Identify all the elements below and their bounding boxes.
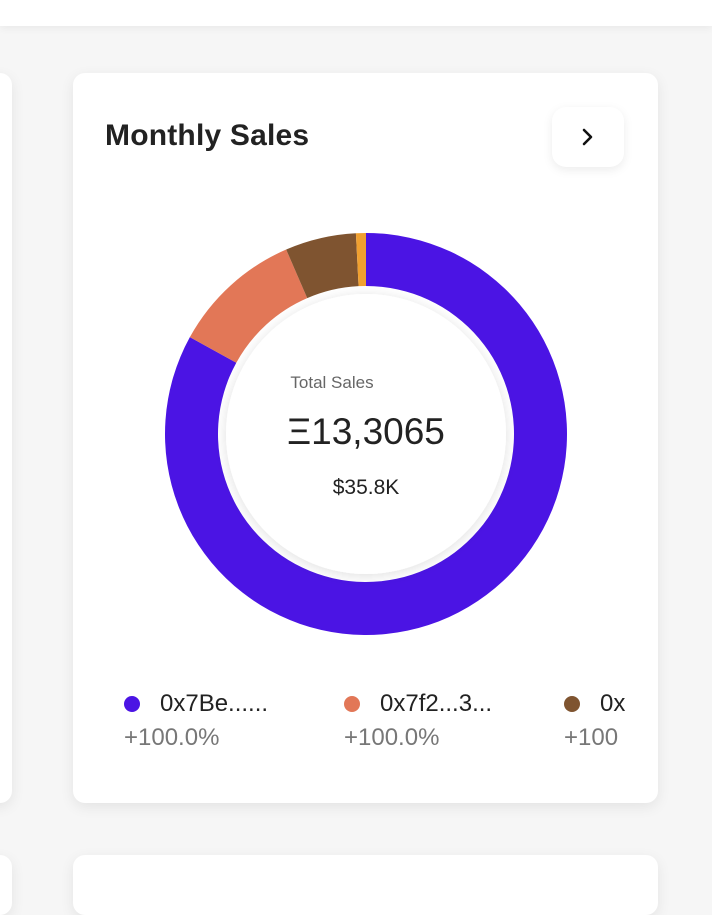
donut-slice-2[interactable] xyxy=(189,249,308,363)
next-button[interactable] xyxy=(552,107,624,167)
legend-dot xyxy=(124,696,140,712)
legend-dot xyxy=(344,696,360,712)
chevron-right-icon xyxy=(582,128,593,146)
legend: 0x7Be...... +100.0% 0x7f2...3... +100.0%… xyxy=(124,690,630,750)
card-title: Monthly Sales xyxy=(105,119,310,152)
donut-svg xyxy=(165,233,567,635)
total-sales-label: Total Sales xyxy=(290,373,374,392)
legend-dot xyxy=(564,696,580,712)
legend-name: 0x xyxy=(600,690,626,717)
legend-name: 0x7Be...... xyxy=(160,690,269,717)
legend-change: +100.0% xyxy=(124,724,220,750)
legend-change: +100 xyxy=(564,724,619,750)
donut-center xyxy=(226,294,506,574)
legend-change: +100.0% xyxy=(344,724,440,750)
donut-slice-3[interactable] xyxy=(286,233,359,299)
bottom-left-card xyxy=(0,855,12,915)
left-card xyxy=(0,73,12,803)
bottom-card xyxy=(73,855,658,915)
total-sales-usd: $35.8K xyxy=(332,476,400,499)
donut-slice-4[interactable] xyxy=(355,233,366,287)
top-bar xyxy=(0,0,712,26)
monthly-sales-card: Monthly Sales Total Sales Ξ13,3065 $35.8… xyxy=(73,73,658,803)
legend-name: 0x7f2...3... xyxy=(380,690,493,717)
donut-chart: Total Sales Ξ13,3065 $35.8K xyxy=(165,233,567,635)
total-sales-value: Ξ13,3065 xyxy=(287,411,445,452)
